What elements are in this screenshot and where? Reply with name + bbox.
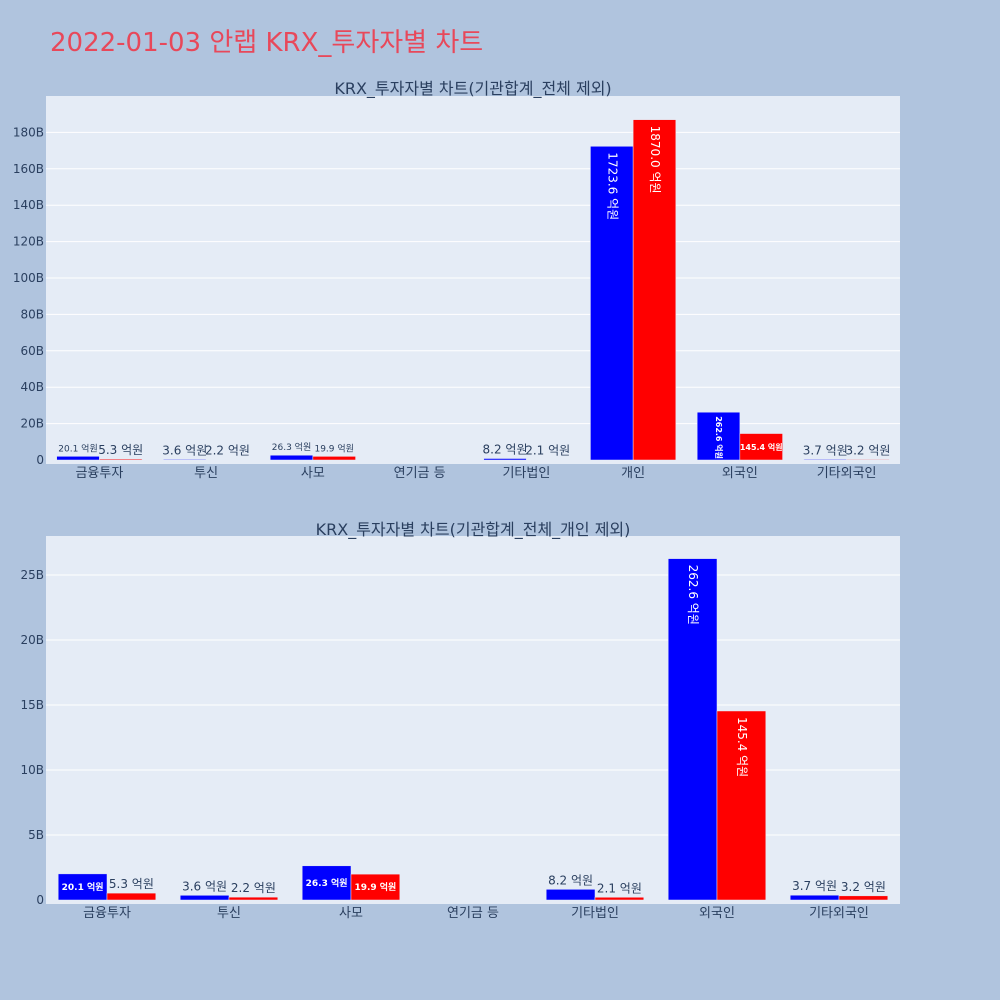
bar [696,411,741,461]
bar-label: 262.6 억원 [714,416,724,459]
y-tick-label: 100B [13,271,44,285]
chart-title: KRX_투자자별 차트(기관합계_전체 제외) [334,79,611,99]
bar [632,119,677,461]
bar-label: 26.3 억원 [272,441,311,453]
y-tick-label: 120B [13,235,44,249]
y-tick-label: 10B [20,763,44,777]
x-tick-label: 기타외국인 [817,466,877,481]
y-tick-label: 5B [28,828,44,842]
bar [846,459,890,461]
chart-title: KRX_투자자별 차트(기관합계_전체_개인 제외) [316,520,631,540]
x-tick-label: 기타외국인 [809,906,869,921]
plot-area [46,536,900,904]
bar [789,894,840,901]
x-tick-label: 외국인 [722,466,758,481]
bar [590,146,634,461]
bar [179,895,230,901]
bar [56,456,100,461]
x-tick-label: 연기금 등 [447,906,499,921]
bar [312,456,356,461]
bar [57,873,108,901]
bar-label: 5.3 억원 [109,877,154,891]
bar-label: 3.7 억원 [792,879,837,893]
bar-label: 3.2 억원 [845,443,890,457]
bar [803,459,847,461]
bar-label: 145.4 억원 [740,442,783,452]
y-tick-label: 60B [20,344,44,358]
x-tick-label: 사모 [339,906,363,921]
bar [739,433,783,461]
bar-label: 2.2 억원 [205,444,250,458]
bar [350,873,401,901]
bar [228,896,279,901]
x-tick-label: 금융투자 [75,466,123,481]
x-tick-label: 기타법인 [502,466,550,481]
bar [99,458,143,461]
bar [106,892,157,901]
x-tick-label: 금융투자 [83,906,131,921]
bar-label: 3.6 억원 [162,443,207,457]
bar-label: 1723.6 억원 [605,152,619,220]
y-tick-label: 160B [13,162,44,176]
bar [716,710,767,901]
bar-label: 8.2 억원 [483,443,528,457]
y-tick-label: 40B [20,380,44,394]
bar [838,895,889,901]
bar [545,889,596,901]
x-tick-label: 개인 [621,466,645,481]
bar-label: 2.2 억원 [231,881,276,895]
x-tick-label: 연기금 등 [394,466,446,481]
y-tick-label: 180B [13,125,44,139]
bar-label: 5.3 억원 [98,443,143,457]
y-tick-label: 80B [20,307,44,321]
bar [269,454,314,461]
bar-label: 3.7 억원 [803,443,848,457]
y-tick-label: 15B [20,698,44,712]
bar [483,458,527,461]
y-tick-label: 140B [13,198,44,212]
bar-label: 262.6 억원 [686,565,700,625]
y-tick-label: 0 [36,453,44,467]
bar-label: 26.3 억원 [306,877,348,889]
bar-label: 1870.0 억원 [648,126,662,194]
x-tick-label: 투신 [194,466,218,481]
y-tick-label: 20B [20,417,44,431]
y-tick-label: 20B [20,633,44,647]
bar [163,459,207,461]
bar-label: 20.1 억원 [58,442,97,454]
bar [301,865,352,901]
bar-label: 2.1 억원 [597,881,642,895]
chart-panel-2: 0 5B 10B 15B 20B 25B KRX_투자자별 차트(기관합계_전체_개인 제외… [20,520,900,921]
page-title: 2022-01-03 안랩 KRX_투자자별 차트 [50,28,484,58]
bar-label: 2.1 억원 [525,444,570,458]
chart-panel-1: 0 20B 40B 60B 80B 100B 120B 140B 160B 180B KRX_투자자… [13,79,900,481]
x-tick-label: 투신 [217,906,241,921]
x-tick-label: 외국인 [699,906,735,921]
bar-label: 3.2 억원 [841,880,886,894]
bar-label: 8.2 억원 [548,873,593,887]
plot-area [46,96,900,464]
bar-label: 19.9 억원 [314,442,353,454]
bar [594,897,645,901]
bar-label: 20.1 억원 [62,881,104,893]
x-tick-label: 사모 [301,466,325,481]
bar-label: 19.9 억원 [354,881,396,893]
bar [667,558,718,901]
x-tick-label: 기타법인 [571,906,619,921]
bar-label: 145.4 억원 [735,717,749,777]
y-tick-label: 0 [36,893,44,907]
y-tick-label: 25B [20,568,44,582]
bar-label: 3.6 억원 [182,879,227,893]
